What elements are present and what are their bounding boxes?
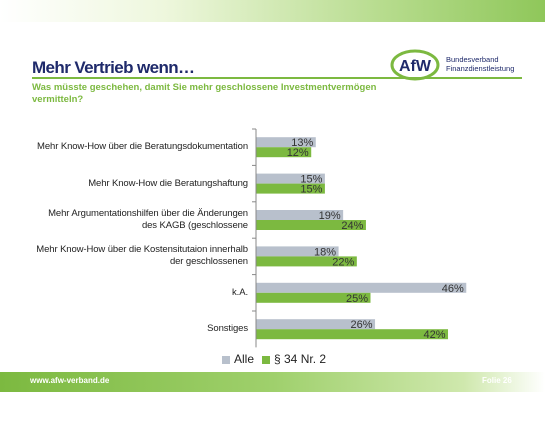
top-gradient-bar (0, 0, 545, 22)
category-label: k.A. (232, 286, 248, 298)
data-label: 12% (287, 147, 309, 159)
bar-p34 (256, 183, 325, 194)
logo-text: Bundesverband Finanzdienstleistung (446, 55, 514, 73)
bar-p34 (256, 256, 357, 267)
data-label: 22% (332, 256, 354, 268)
category-label: Mehr Know-How die Beratungshaftung (88, 177, 248, 189)
data-label: 13% (291, 137, 313, 149)
data-label: 26% (351, 319, 373, 331)
category-label: Mehr Argumentationshilfen über die Änder… (48, 208, 248, 231)
bar-alle (256, 210, 344, 220)
data-label: 15% (300, 174, 322, 186)
legend-swatch (262, 355, 270, 364)
footer-bar (0, 372, 545, 392)
logo-mark: AfW (399, 58, 432, 75)
category-label: Mehr Know-How über die Beratungsdokument… (37, 141, 248, 153)
data-label: 46% (442, 283, 464, 295)
footer-url[interactable]: www.afw-verband.de (30, 376, 110, 385)
bar-alle (256, 319, 376, 330)
data-label: 18% (314, 246, 336, 258)
footer-page-number: Folie 26 (482, 376, 512, 385)
bar-p34 (256, 147, 312, 158)
legend-item: § 34 Nr. 2 (262, 352, 326, 366)
bar-p34 (256, 292, 371, 303)
page-title: Mehr Vertrieb wenn… (32, 58, 195, 77)
page-subtitle: Was müsste geschehen, damit Sie mehr ges… (32, 82, 377, 105)
data-label: 15% (300, 184, 322, 196)
title-underline (32, 77, 522, 79)
bar-alle (256, 246, 339, 257)
data-label: 19% (319, 210, 341, 222)
legend-label: § 34 Nr. 2 (274, 352, 327, 366)
bar-alle (256, 137, 316, 148)
legend-swatch (222, 355, 230, 364)
data-label: 42% (423, 329, 445, 341)
category-label: Sonstiges (207, 323, 248, 335)
category-label: Mehr Know-How über die Kostensitutaion i… (36, 244, 248, 268)
bar-alle (256, 173, 325, 184)
legend-item: Alle (222, 352, 254, 366)
afw-logo: AfW (390, 49, 440, 81)
data-label: 24% (341, 220, 363, 232)
bar-alle (256, 282, 467, 293)
legend-label: Alle (234, 352, 255, 366)
logo-line-2: Finanzdienstleistung (446, 64, 515, 73)
data-label: 25% (346, 293, 368, 305)
logo-line-1: Bundesverband (446, 55, 499, 64)
bar-p34 (256, 220, 366, 230)
bar-p34 (256, 329, 449, 340)
